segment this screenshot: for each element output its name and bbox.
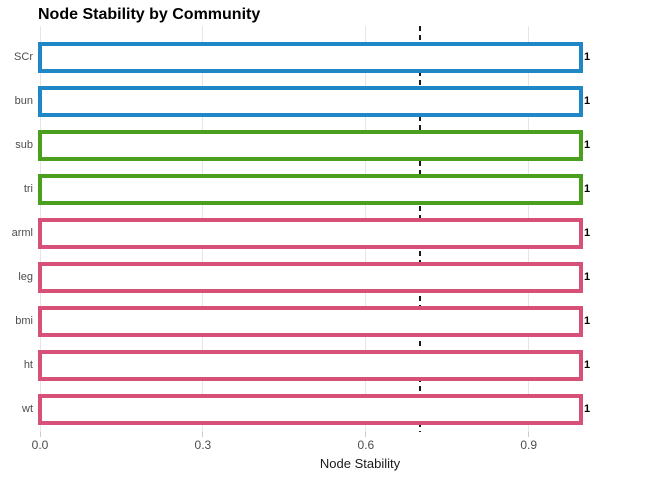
chart-title: Node Stability by Community xyxy=(38,6,261,23)
x-tick-label: 0.3 xyxy=(194,438,212,452)
value-label-bmi: 1 xyxy=(584,315,591,327)
bar-SCr xyxy=(38,42,583,73)
bar-ht xyxy=(38,350,583,381)
bar-sub xyxy=(38,130,583,161)
y-axis-label-tri: tri xyxy=(23,183,33,195)
plot-panel xyxy=(36,26,664,432)
y-axis-label-sub: sub xyxy=(15,139,33,151)
x-tick-mark xyxy=(39,432,41,437)
bar-tri xyxy=(38,174,583,205)
x-tick-label: 0.9 xyxy=(520,438,538,452)
x-tick-label: 0.6 xyxy=(357,438,375,452)
bar-arml xyxy=(38,218,583,249)
y-axis-label-bun: bun xyxy=(14,95,33,107)
y-axis-label-arml: arml xyxy=(11,227,33,239)
value-label-ht: 1 xyxy=(584,359,591,371)
bar-bmi xyxy=(38,306,583,337)
value-label-arml: 1 xyxy=(584,227,591,239)
x-tick-mark xyxy=(365,432,367,437)
y-axis-label-bmi: bmi xyxy=(15,315,33,327)
value-label-tri: 1 xyxy=(584,183,591,195)
value-label-bun: 1 xyxy=(584,95,591,107)
value-label-wt: 1 xyxy=(584,403,591,415)
y-axis-label-SCr: SCr xyxy=(14,51,33,63)
value-label-sub: 1 xyxy=(584,139,591,151)
bar-wt xyxy=(38,394,583,425)
y-axis-label-wt: wt xyxy=(22,403,33,415)
x-tick-label: 0.0 xyxy=(31,438,49,452)
value-label-leg: 1 xyxy=(584,271,591,283)
bar-bun xyxy=(38,86,583,117)
x-tick-mark xyxy=(528,432,530,437)
y-axis-label-leg: leg xyxy=(18,271,33,283)
x-axis-title: Node Stability xyxy=(319,456,401,471)
bar-leg xyxy=(38,262,583,293)
x-tick-mark xyxy=(202,432,204,437)
y-axis-label-ht: ht xyxy=(23,359,33,371)
value-label-SCr: 1 xyxy=(584,51,591,63)
